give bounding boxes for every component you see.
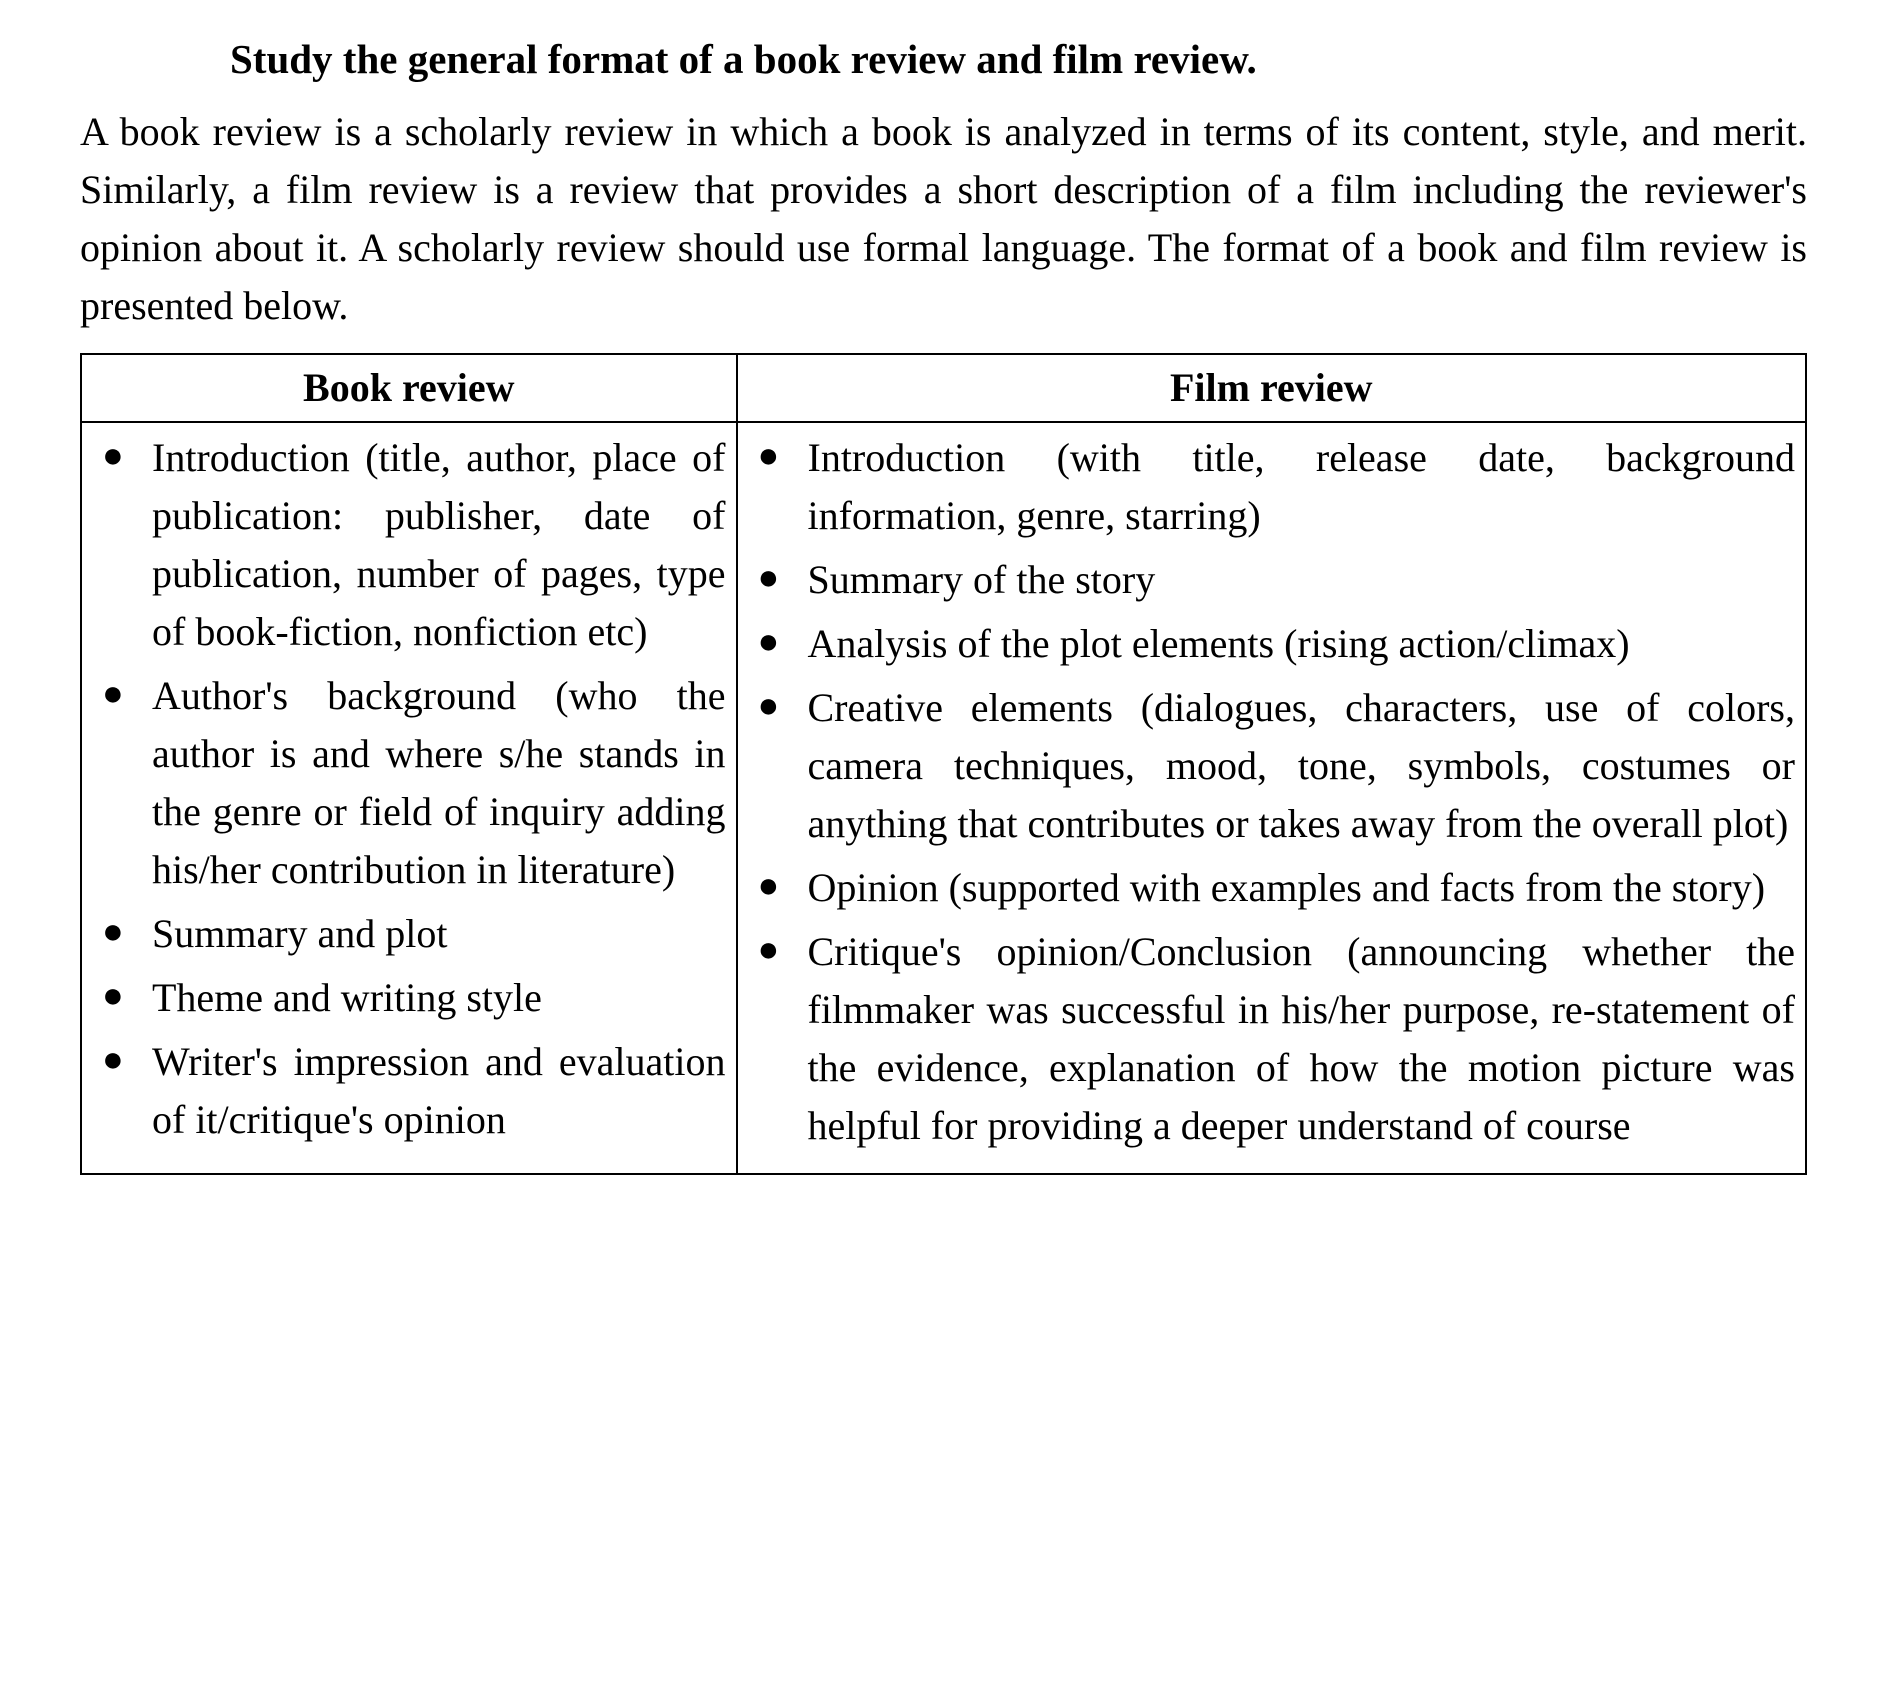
list-item: Analysis of the plot elements (rising ac…: [742, 615, 1802, 673]
table-body-row: Introduction (title, author, place of pu…: [81, 422, 1806, 1174]
list-item: Introduction (title, author, place of pu…: [86, 429, 732, 661]
book-review-list: Introduction (title, author, place of pu…: [86, 429, 732, 1149]
list-item: Critique's opinion/Conclusion (announcin…: [742, 923, 1802, 1155]
review-format-table: Book review Film review Introduction (ti…: [80, 353, 1807, 1175]
list-item: Opinion (supported with examples and fac…: [742, 859, 1802, 917]
list-item: Theme and writing style: [86, 969, 732, 1027]
film-review-cell: Introduction (with title, release date, …: [737, 422, 1807, 1174]
list-item: Summary and plot: [86, 905, 732, 963]
intro-paragraph: A book review is a scholarly review in w…: [80, 103, 1807, 335]
list-item: Introduction (with title, release date, …: [742, 429, 1802, 545]
list-item: Summary of the story: [742, 551, 1802, 609]
list-item: Writer's impression and evaluation of it…: [86, 1033, 732, 1149]
list-item: Creative elements (dialogues, characters…: [742, 679, 1802, 853]
col-header-film: Film review: [737, 354, 1807, 422]
page-title: Study the general format of a book revie…: [80, 30, 1807, 89]
film-review-list: Introduction (with title, release date, …: [742, 429, 1802, 1155]
table-header-row: Book review Film review: [81, 354, 1806, 422]
col-header-book: Book review: [81, 354, 737, 422]
list-item: Author's background (who the author is a…: [86, 667, 732, 899]
book-review-cell: Introduction (title, author, place of pu…: [81, 422, 737, 1174]
